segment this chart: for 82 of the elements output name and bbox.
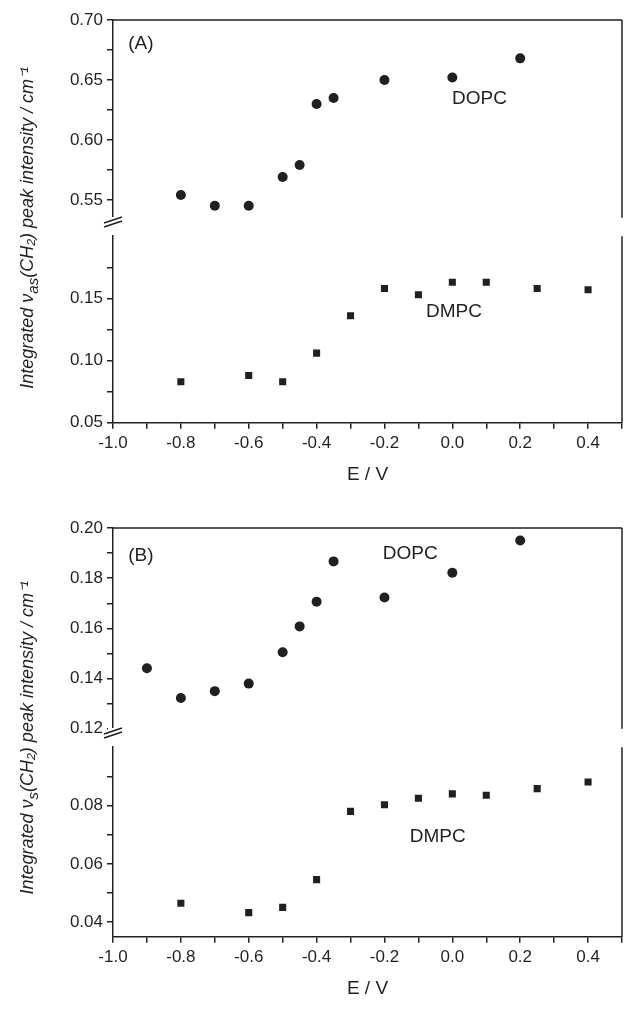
x-tick-label: 0.0: [440, 946, 465, 966]
y-tick-label: 0.20: [69, 517, 103, 537]
y-tick-label: 0.18: [69, 567, 103, 587]
point: [347, 807, 355, 815]
point: [209, 686, 220, 697]
annotation: DMPC: [426, 300, 482, 322]
y-tick-label: 0.10: [69, 350, 103, 370]
point: [533, 785, 541, 793]
x-tick-label: -0.8: [166, 432, 196, 452]
y-tick-label: 0.65: [69, 69, 103, 89]
y-tick-label: 0.15: [69, 288, 103, 308]
x-tick-label: -0.4: [301, 432, 332, 452]
point: [313, 876, 321, 884]
point: [380, 801, 388, 809]
y-tick-label: 0.06: [69, 853, 103, 873]
point: [515, 53, 526, 64]
point: [448, 790, 456, 798]
y-tick-label: 0.08: [69, 795, 103, 815]
point: [243, 678, 254, 689]
point: [175, 190, 186, 201]
y-tick-label: 0.55: [69, 189, 103, 209]
x-axis-title: E / V: [346, 976, 389, 998]
x-tick-label: -0.8: [166, 946, 196, 966]
x-tick-label: 0.4: [576, 946, 600, 966]
y-tick-label: 0.05: [69, 412, 103, 432]
point: [328, 92, 339, 103]
annotation: (B): [128, 544, 154, 566]
point: [311, 596, 322, 607]
annotation: DOPC: [451, 87, 507, 109]
point: [448, 278, 456, 286]
y-tick-label: 0.14: [69, 668, 103, 688]
point: [414, 794, 422, 802]
x-tick-label: 0.2: [508, 432, 533, 452]
annotation: DMPC: [409, 824, 466, 846]
point: [515, 535, 526, 546]
point: [447, 567, 458, 578]
point: [279, 378, 287, 386]
point: [243, 200, 254, 211]
point: [328, 556, 339, 567]
x-tick-label: -0.2: [369, 946, 400, 966]
x-tick-label: 0.0: [440, 432, 465, 452]
point: [209, 200, 220, 211]
point: [294, 160, 305, 171]
x-tick-label: -1.0: [98, 946, 128, 966]
point: [279, 903, 287, 911]
point: [294, 621, 305, 632]
x-tick-label: -1.0: [98, 432, 128, 452]
x-tick-label: -0.6: [234, 432, 264, 452]
x-tick-label: 0.4: [576, 432, 600, 452]
y-tick-label: 0.04: [69, 911, 103, 931]
annotation: DOPC: [382, 542, 438, 564]
point: [277, 172, 288, 183]
point: [175, 692, 186, 703]
point: [584, 286, 592, 294]
point: [141, 663, 152, 674]
point: [482, 278, 490, 286]
x-tick-label: -0.2: [369, 432, 400, 452]
point: [379, 74, 390, 85]
point: [177, 899, 185, 907]
y-tick-label: 0.12: [69, 718, 103, 738]
x-tick-label: -0.4: [301, 946, 332, 966]
point: [347, 312, 355, 320]
point: [177, 378, 185, 386]
annotation: (A): [128, 31, 154, 53]
point: [379, 592, 390, 603]
x-axis-title: E / V: [346, 462, 389, 484]
point: [311, 98, 322, 109]
point: [313, 349, 321, 357]
y-tick-label: 0.70: [69, 9, 103, 29]
x-tick-label: 0.2: [508, 946, 533, 966]
point: [277, 647, 288, 658]
y-tick-label: 0.16: [69, 618, 103, 638]
point: [584, 778, 592, 786]
point: [533, 284, 541, 292]
point: [245, 909, 253, 917]
point: [414, 291, 422, 299]
x-tick-label: -0.6: [234, 946, 264, 966]
y-tick-label: 0.60: [69, 129, 103, 149]
point: [447, 72, 458, 83]
point: [380, 284, 388, 292]
point: [245, 371, 253, 380]
point: [482, 791, 490, 799]
